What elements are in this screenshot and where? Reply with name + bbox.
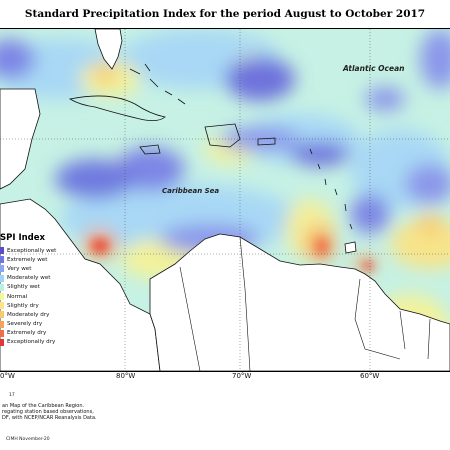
florida bbox=[94, 29, 123, 70]
longitude-label-85w: 0°W bbox=[0, 372, 15, 380]
caption-line: an Map of the Caribbean Region. bbox=[2, 403, 85, 409]
legend-swatch bbox=[0, 302, 4, 310]
legend-swatch bbox=[0, 338, 4, 346]
legend-label: Severely dry bbox=[7, 321, 43, 328]
legend-swatch bbox=[0, 265, 4, 273]
legend-swatch bbox=[0, 329, 4, 337]
legend-label: Exceptionally wet bbox=[7, 247, 57, 254]
legend-label: Extremely dry bbox=[7, 330, 47, 337]
longitude-label-60w: 60°W bbox=[360, 372, 380, 380]
map-title: Standard Precipitation Index for the per… bbox=[24, 8, 426, 20]
caption-line: DF, with NCEP/NCAR Reanalysis Data. bbox=[2, 415, 97, 421]
legend-swatch bbox=[0, 247, 4, 255]
atlantic-ocean-label: Atlantic Ocean bbox=[343, 64, 405, 73]
legend-swatch bbox=[0, 311, 4, 319]
legend-item: Severely dry bbox=[0, 320, 64, 329]
spi-map-canvas bbox=[0, 29, 450, 371]
legend-swatch bbox=[0, 283, 4, 291]
south-america bbox=[149, 233, 450, 371]
legend-label: Normal bbox=[7, 293, 28, 300]
legend-label: Extremely wet bbox=[7, 256, 48, 263]
legend-item: Extremely wet bbox=[0, 255, 64, 264]
legend-items: Exceptionally wet Extremely wet Very wet Mo… bbox=[0, 246, 64, 347]
legend-item: Extremely dry bbox=[0, 329, 64, 338]
legend-item: Exceptionally dry bbox=[0, 338, 64, 347]
longitude-label-70w: 70°W bbox=[232, 372, 252, 380]
map-caption: an Map of the Caribbean Region. regating… bbox=[2, 403, 302, 421]
bahamas bbox=[129, 63, 186, 105]
jamaica bbox=[139, 144, 161, 155]
graticule bbox=[0, 29, 450, 371]
spi-legend: SPI Index Exceptionally wet Extremely wet… bbox=[0, 233, 64, 347]
legend-item: Moderately wet bbox=[0, 274, 64, 283]
trinidad bbox=[344, 241, 357, 254]
hispaniola bbox=[204, 123, 241, 148]
puerto-rico bbox=[257, 137, 276, 146]
caption-line: regating station based observations, bbox=[2, 409, 94, 415]
spi-map: Atlantic Ocean Caribbean Sea SPI Index E… bbox=[0, 28, 450, 372]
credit-line: CIMH November-20 bbox=[6, 437, 50, 442]
legend-label: Exceptionally dry bbox=[7, 339, 56, 346]
caribbean-sea-label: Caribbean Sea bbox=[162, 187, 220, 195]
legend-swatch bbox=[0, 274, 4, 282]
legend-item: Exceptionally wet bbox=[0, 246, 64, 255]
legend-swatch bbox=[0, 320, 4, 328]
country-borders bbox=[179, 236, 431, 371]
legend-title: SPI Index bbox=[0, 233, 46, 243]
lesser-antilles bbox=[309, 148, 353, 230]
longitude-label-80w: 80°W bbox=[116, 372, 136, 380]
legend-swatch bbox=[0, 256, 4, 264]
legend-item: Very wet bbox=[0, 264, 64, 273]
cuba bbox=[68, 95, 166, 121]
legend-item: Slightly dry bbox=[0, 301, 64, 310]
page-number: 17 bbox=[9, 393, 15, 398]
legend-swatch bbox=[0, 293, 4, 301]
legend-label: Very wet bbox=[7, 265, 32, 272]
central-america bbox=[0, 88, 41, 190]
legend-item: Moderately dry bbox=[0, 310, 64, 319]
legend-item: Normal bbox=[0, 292, 64, 301]
legend-label: Moderately wet bbox=[7, 275, 51, 282]
legend-item: Slightly wet bbox=[0, 283, 64, 292]
legend-label: Moderately dry bbox=[7, 311, 50, 318]
legend-label: Slightly wet bbox=[7, 284, 40, 291]
legend-label: Slightly dry bbox=[7, 302, 39, 309]
land-masses bbox=[0, 29, 450, 371]
